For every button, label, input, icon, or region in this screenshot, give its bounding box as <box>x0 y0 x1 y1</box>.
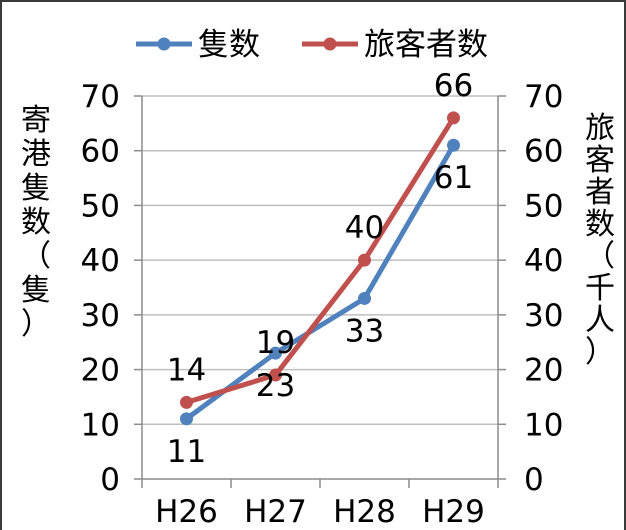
legend-label: 隻数 <box>198 27 260 63</box>
y-left-tick-label: 40 <box>81 243 120 279</box>
y-right-tick-label: 70 <box>524 79 563 115</box>
y-right-tick-label: 10 <box>524 407 563 443</box>
x-tick-label: H28 <box>333 494 396 530</box>
y-left-axis-title-char: ） <box>21 307 51 342</box>
data-label: 19 <box>256 325 295 361</box>
data-point <box>358 254 371 267</box>
y-right-tick-label: 40 <box>524 243 563 279</box>
y-left-tick-label: 20 <box>81 353 120 389</box>
data-point <box>358 292 371 305</box>
y-left-tick-label: 0 <box>100 462 120 498</box>
y-right-axis-title-char: 者 <box>585 175 615 210</box>
x-tick-label: H26 <box>155 494 218 530</box>
y-right-axis-title-char: 数 <box>585 207 615 242</box>
x-tick-label: H27 <box>244 494 307 530</box>
data-point <box>180 412 193 425</box>
y-left-axis-title-char: 隻 <box>21 171 51 206</box>
legend-label: 旅客者数 <box>364 27 488 63</box>
y-left-axis-title-char: （ <box>21 239 51 274</box>
y-left-axis-title-char: 港 <box>21 137 51 172</box>
data-label: 33 <box>345 313 384 349</box>
data-label: 11 <box>167 434 206 470</box>
y-right-tick-label: 30 <box>524 298 563 334</box>
data-point <box>447 139 460 152</box>
y-right-axis-title-char: （ <box>585 239 615 274</box>
data-label: 23 <box>256 368 295 404</box>
data-point <box>180 396 193 409</box>
y-right-axis-title-char: 人 <box>585 303 615 338</box>
y-left-tick-label: 50 <box>81 188 120 224</box>
y-right-tick-label: 50 <box>524 188 563 224</box>
y-left-axis-title-char: 隻 <box>21 273 51 308</box>
y-right-tick-label: 20 <box>524 353 563 389</box>
data-label: 66 <box>434 68 473 104</box>
y-right-axis-title-char: ） <box>585 335 615 370</box>
y-right-axis-title-char: 旅 <box>585 111 615 146</box>
data-point <box>447 111 460 124</box>
legend-marker <box>324 38 337 51</box>
legend-marker <box>158 38 171 51</box>
y-right-tick-label: 60 <box>524 134 563 170</box>
y-left-tick-label: 30 <box>81 298 120 334</box>
y-right-tick-label: 0 <box>524 462 544 498</box>
y-right-axis-title-char: 千 <box>585 271 615 306</box>
x-tick-label: H29 <box>422 494 485 530</box>
y-left-axis-title-char: 寄 <box>21 103 51 138</box>
y-right-axis-title-char: 客 <box>585 143 615 178</box>
data-label: 61 <box>434 160 473 196</box>
y-left-tick-label: 70 <box>81 79 120 115</box>
data-label: 14 <box>167 352 206 388</box>
y-left-tick-label: 60 <box>81 134 120 170</box>
y-left-tick-label: 10 <box>81 407 120 443</box>
data-label: 40 <box>345 210 384 246</box>
y-left-axis-title-char: 数 <box>21 205 51 240</box>
